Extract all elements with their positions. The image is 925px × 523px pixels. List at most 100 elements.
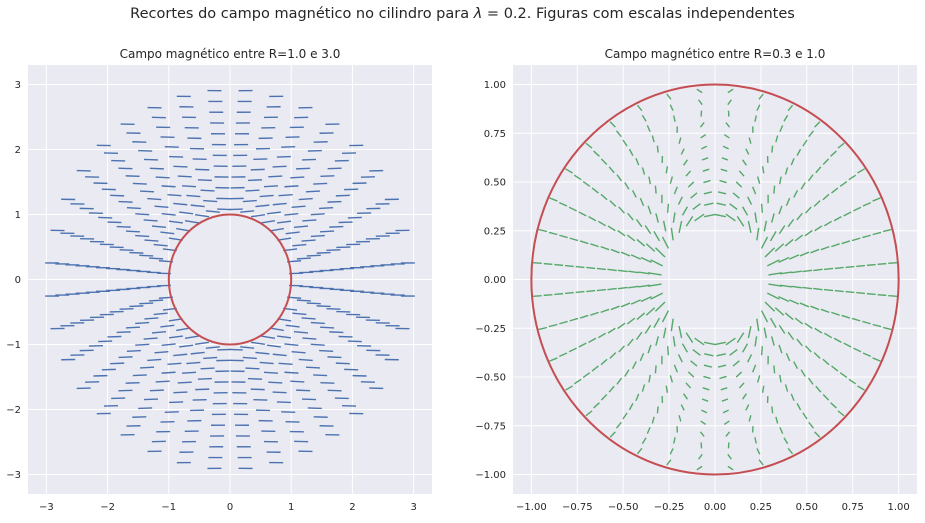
field-arrow xyxy=(653,317,661,328)
field-arrow xyxy=(687,371,695,378)
field-arrow xyxy=(779,176,782,185)
field-arrow xyxy=(704,341,716,346)
field-arrow xyxy=(147,358,162,362)
field-arrow xyxy=(833,216,842,222)
field-arrow xyxy=(132,374,147,377)
x-tick-label: −0.25 xyxy=(654,502,685,513)
field-arrow xyxy=(735,371,743,378)
field-arrow xyxy=(807,174,814,182)
field-arrow xyxy=(173,391,188,394)
field-arrow xyxy=(723,133,730,139)
field-arrow xyxy=(284,185,299,188)
field-arrow xyxy=(641,167,646,175)
field-arrow xyxy=(685,332,694,343)
field-arrow xyxy=(857,385,865,391)
field-arrow xyxy=(719,375,727,380)
field-arrow xyxy=(654,365,657,374)
field-arrow xyxy=(565,385,573,391)
field-arrow xyxy=(721,157,729,161)
field-arrow xyxy=(696,88,703,94)
field-arrow xyxy=(558,352,568,358)
field-arrow xyxy=(721,398,729,402)
field-arrow xyxy=(608,166,615,174)
field-arrow xyxy=(647,283,662,287)
field-arrow xyxy=(853,206,862,212)
field-arrow xyxy=(615,421,622,429)
field-arrow xyxy=(820,245,830,251)
field-arrow xyxy=(149,389,164,392)
field-arrow xyxy=(298,197,313,201)
field-arrow xyxy=(741,343,749,353)
y-tick-label: 0.25 xyxy=(484,226,506,237)
y-tick-label: 2 xyxy=(15,145,21,156)
field-arrow xyxy=(319,349,334,353)
field-arrow xyxy=(856,264,865,268)
field-arrow xyxy=(694,337,705,346)
field-arrow xyxy=(681,206,689,216)
field-arrow xyxy=(702,168,710,172)
x-tick-label: 3 xyxy=(410,502,416,513)
field-arrow xyxy=(784,167,789,175)
x-tick-label: 0.25 xyxy=(750,502,772,513)
field-arrow xyxy=(255,351,270,355)
field-arrow xyxy=(815,166,822,174)
field-arrow xyxy=(144,239,159,242)
field-arrow xyxy=(608,385,615,393)
field-arrow xyxy=(568,206,577,212)
field-arrow xyxy=(813,287,823,291)
field-arrow xyxy=(703,364,712,368)
field-arrow xyxy=(169,401,184,404)
field-arrow xyxy=(848,378,857,385)
field-arrow xyxy=(805,345,812,353)
field-arrow xyxy=(638,271,651,275)
field-arrow xyxy=(622,412,628,420)
field-arrow xyxy=(140,190,155,193)
field-arrow xyxy=(290,176,305,179)
field-arrow xyxy=(787,218,795,228)
field-arrow xyxy=(200,189,215,192)
field-arrow xyxy=(245,189,260,192)
field-arrow xyxy=(882,228,892,233)
field-arrow xyxy=(167,362,182,366)
field-arrow xyxy=(177,381,192,384)
field-arrow xyxy=(125,175,140,178)
field-arrow xyxy=(305,190,320,193)
field-arrow xyxy=(263,371,278,374)
field-arrow xyxy=(756,227,760,241)
field-arrow xyxy=(616,377,623,385)
field-arrow xyxy=(639,352,645,362)
field-arrow xyxy=(630,254,641,260)
cylinder-circle xyxy=(167,213,293,346)
field-arrow xyxy=(296,389,311,392)
field-arrow xyxy=(266,211,281,215)
field-arrow xyxy=(761,385,765,393)
field-arrow xyxy=(651,135,655,143)
field-arrow xyxy=(822,393,830,401)
field-arrow xyxy=(179,344,194,348)
field-arrow xyxy=(635,331,643,341)
field-arrow xyxy=(139,302,154,305)
field-arrow xyxy=(616,174,623,182)
field-arrow xyxy=(727,465,734,471)
field-arrow xyxy=(802,286,813,290)
field-arrow xyxy=(296,257,311,260)
field-arrow xyxy=(813,200,821,207)
field-arrow xyxy=(704,213,716,218)
field-arrow xyxy=(666,346,670,356)
field-arrow xyxy=(720,168,728,172)
field-arrow xyxy=(624,182,630,190)
field-arrow xyxy=(767,259,780,267)
field-arrow xyxy=(259,361,274,365)
y-tick-label: 0.00 xyxy=(484,275,506,286)
field-arrow xyxy=(698,453,703,460)
field-arrow xyxy=(760,310,769,323)
field-arrow xyxy=(250,341,266,346)
field-arrow xyxy=(771,145,774,153)
field-arrow xyxy=(754,212,758,223)
field-arrow xyxy=(579,240,589,245)
figure-title: Recortes do campo magnético no cilindro … xyxy=(0,6,925,22)
field-arrow xyxy=(648,176,651,185)
lambda-symbol: λ xyxy=(473,6,483,22)
field-arrow xyxy=(685,216,694,227)
field-arrow xyxy=(747,220,752,234)
